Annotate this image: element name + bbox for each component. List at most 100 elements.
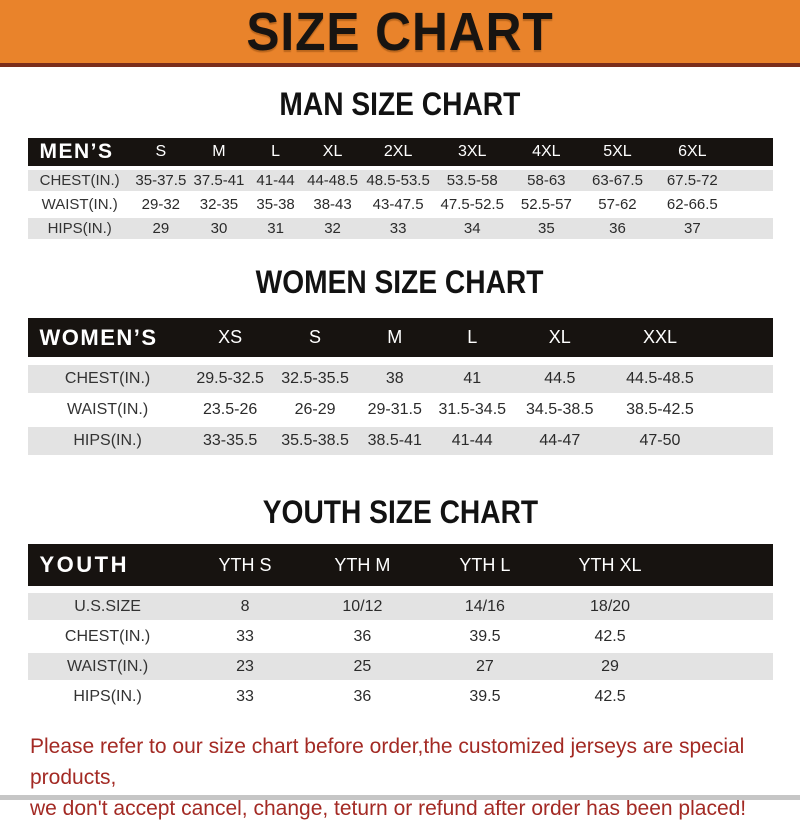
youth-table-header: YOUTH YTH S YTH M YTH L YTH XL [27,544,773,586]
size-value-cell: 35 [538,220,555,237]
size-value-cell: 14/16 [464,597,505,615]
youth-section: YOUTH SIZE CHART YOUTH YTH S YTH M YTH L… [0,495,800,710]
size-value-cell: 35-37.5 [135,172,187,189]
footer-note: Please refer to our size chart before or… [30,731,800,824]
size-value-cell: 30 [210,220,228,237]
size-column-header: XXL [642,327,677,347]
youth-hips-row: HIPS(IN.) 33 36 39.5 42.5 [28,683,773,710]
size-value-cell: 29-31.5 [367,401,422,418]
row-label: CHEST(IN.) [64,370,151,387]
size-value-cell: 57-62 [598,196,637,213]
womens-chest-row: CHEST(IN.) 29.5-32.5 32.5-35.5 38 41 44.… [27,365,773,393]
size-value-cell: 47.5-52.5 [440,196,504,213]
size-column-header: 4XL [532,143,561,160]
size-value-cell: 36 [609,220,626,237]
size-column-header: XL [322,143,343,160]
man-size-chart-heading: MAN SIZE CHART [279,86,521,122]
row-label: HIPS(IN.) [73,432,142,449]
man-section: MAN SIZE CHART MEN’S S M L XL 2XL 3XL 4X… [0,87,800,239]
size-column-header: YTH M [334,554,391,575]
size-value-cell: 8 [240,597,250,615]
row-label: WAIST(IN.) [67,401,149,418]
size-value-cell: 23 [236,657,254,675]
row-label: CHEST(IN.) [39,172,120,189]
size-value-cell: 33 [236,687,254,705]
size-value-cell: 38 [385,370,404,387]
women-size-chart-heading: WOMEN SIZE CHART [256,264,544,300]
size-value-cell: 37 [683,220,701,237]
size-column-header: S [155,143,167,160]
size-value-cell: 39.5 [469,627,501,645]
row-label: WAIST(IN.) [41,196,118,213]
youth-ussize-row: U.S.SIZE 8 10/12 14/16 18/20 [27,593,773,620]
size-value-cell: 31 [267,220,284,237]
row-label: HIPS(IN.) [73,687,142,705]
mens-corner-label: MEN’S [39,140,114,163]
banner-title: SIZE CHART [246,1,554,62]
womens-size-table: WOMEN’S XS S M L XL XXL CHEST(IN.) 29.5-… [27,318,773,455]
size-column-header: 6XL [678,143,707,160]
size-value-cell: 43-47.5 [372,196,424,213]
size-value-cell: 41-44 [451,432,493,449]
size-value-cell: 26-29 [294,401,336,418]
size-value-cell: 31.5-34.5 [438,401,507,418]
size-value-cell: 32-35 [199,196,239,213]
size-value-cell: 34 [463,220,481,237]
women-section: WOMEN SIZE CHART WOMEN’S XS S M L XL XXL… [0,265,800,455]
size-value-cell: 37.5-41 [193,172,245,189]
size-value-cell: 27 [476,657,494,675]
size-value-cell: 18/20 [590,597,631,615]
row-label: WAIST(IN.) [67,657,149,675]
size-value-cell: 29 [152,220,170,237]
size-value-cell: 39.5 [469,687,501,705]
youth-size-chart-heading: YOUTH SIZE CHART [262,494,538,530]
footer-note-line1: Please refer to our size chart before or… [30,735,745,789]
size-column-header: 2XL [383,143,413,160]
size-value-cell: 52.5-57 [520,196,572,213]
size-column-header: YTH L [459,554,511,575]
row-label: HIPS(IN.) [47,220,112,237]
youth-waist-row: WAIST(IN.) 23 25 27 29 [27,653,773,680]
size-column-header: 5XL [603,143,632,160]
size-value-cell: 44-48.5 [307,172,358,189]
size-value-cell: 32 [324,220,341,237]
size-value-cell: 25 [353,657,372,675]
size-value-cell: 23.5-26 [203,401,258,418]
size-value-cell: 48.5-53.5 [366,172,430,189]
size-column-header: 3XL [457,143,487,160]
size-value-cell: 38.5-42.5 [626,401,694,418]
mens-waist-row: WAIST(IN.) 29-32 32-35 35-38 38-43 43-47… [28,194,773,215]
size-column-header: M [387,327,403,347]
size-column-header: YTH S [218,554,272,575]
size-value-cell: 36 [353,687,372,705]
size-value-cell: 29.5-32.5 [196,370,264,387]
size-chart-banner: SIZE CHART [0,0,800,67]
bottom-border-strip [0,795,800,800]
size-value-cell: 38.5-41 [367,432,422,449]
size-value-cell: 34.5-38.5 [525,401,594,418]
size-value-cell: 10/12 [342,597,383,615]
size-value-cell: 47-50 [639,432,681,449]
womens-hips-row: HIPS(IN.) 33-35.5 35.5-38.5 38.5-41 41-4… [27,427,773,455]
size-column-header: S [309,327,322,347]
row-label: CHEST(IN.) [64,627,151,645]
size-value-cell: 44-47 [539,432,581,449]
womens-corner-label: WOMEN’S [39,324,158,350]
size-value-cell: 29 [601,657,619,675]
size-column-header: L [271,143,281,160]
size-value-cell: 29-32 [141,196,181,213]
size-column-header: YTH XL [578,554,642,575]
size-value-cell: 41 [463,370,482,387]
size-value-cell: 42.5 [594,687,626,705]
size-value-cell: 41-44 [256,172,295,189]
size-value-cell: 36 [353,627,372,645]
size-value-cell: 53.5-58 [446,172,498,189]
size-value-cell: 63-67.5 [592,172,643,189]
mens-size-table: MEN’S S M L XL 2XL 3XL 4XL 5XL 6XL CHEST… [27,138,773,239]
size-value-cell: 38-43 [313,196,352,213]
size-value-cell: 33 [389,220,407,237]
size-column-header: L [467,327,478,347]
youth-chest-row: CHEST(IN.) 33 36 39.5 42.5 [28,623,773,650]
size-value-cell: 33 [236,627,254,645]
size-value-cell: 32.5-35.5 [281,370,349,387]
